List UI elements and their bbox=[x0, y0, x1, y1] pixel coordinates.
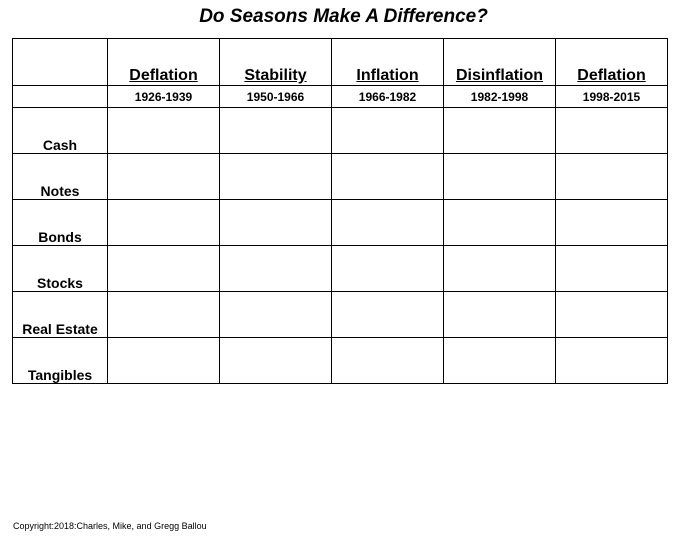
table-row-real-estate: Real Estate bbox=[12, 291, 668, 338]
table-cell bbox=[331, 107, 444, 154]
table-cell bbox=[555, 337, 668, 384]
table-cell bbox=[219, 291, 332, 338]
table-cell bbox=[555, 291, 668, 338]
table-cell bbox=[555, 153, 668, 200]
table-cell bbox=[331, 153, 444, 200]
period-name-header: Stability bbox=[219, 38, 332, 86]
period-name-header: Deflation bbox=[555, 38, 668, 86]
table-cell bbox=[219, 107, 332, 154]
table-cell bbox=[443, 107, 556, 154]
corner-cell bbox=[12, 38, 108, 86]
table-cell bbox=[555, 199, 668, 246]
period-years-header: 1966-1982 bbox=[331, 85, 444, 108]
table-cell bbox=[107, 337, 220, 384]
table-cell bbox=[443, 291, 556, 338]
table-cell bbox=[219, 199, 332, 246]
table-cell bbox=[331, 245, 444, 292]
asset-label: Cash bbox=[12, 107, 108, 154]
table-cell bbox=[555, 245, 668, 292]
table-cell bbox=[331, 337, 444, 384]
asset-label: Real Estate bbox=[12, 291, 108, 338]
table-cell bbox=[219, 245, 332, 292]
table-cell bbox=[107, 107, 220, 154]
period-name-header: Disinflation bbox=[443, 38, 556, 86]
asset-label: Stocks bbox=[12, 245, 108, 292]
corner-cell bbox=[12, 85, 108, 108]
period-years-header: 1926-1939 bbox=[107, 85, 220, 108]
table-cell bbox=[107, 199, 220, 246]
table-row-tangibles: Tangibles bbox=[12, 337, 668, 384]
table-cell bbox=[443, 199, 556, 246]
table-row-notes: Notes bbox=[12, 153, 668, 200]
table-cell bbox=[443, 245, 556, 292]
table-cell bbox=[219, 153, 332, 200]
table-cell bbox=[555, 107, 668, 154]
asset-label: Tangibles bbox=[12, 337, 108, 384]
table-cell bbox=[443, 153, 556, 200]
period-name-header: Inflation bbox=[331, 38, 444, 86]
table-cell bbox=[331, 199, 444, 246]
copyright-notice: Copyright:2018:Charles, Mike, and Gregg … bbox=[13, 521, 207, 531]
table-row-bonds: Bonds bbox=[12, 199, 668, 246]
period-years-header: 1982-1998 bbox=[443, 85, 556, 108]
table-row-cash: Cash bbox=[12, 107, 668, 154]
asset-label: Notes bbox=[12, 153, 108, 200]
period-years-header: 1950-1966 bbox=[219, 85, 332, 108]
table-header-row: Deflation Stability Inflation Disinflati… bbox=[12, 38, 668, 86]
asset-label: Bonds bbox=[12, 199, 108, 246]
seasons-table: Deflation Stability Inflation Disinflati… bbox=[12, 38, 668, 384]
table-cell bbox=[443, 337, 556, 384]
table-cell bbox=[219, 337, 332, 384]
table-years-row: 1926-1939 1950-1966 1966-1982 1982-1998 … bbox=[12, 85, 668, 108]
table-row-stocks: Stocks bbox=[12, 245, 668, 292]
table-cell bbox=[107, 153, 220, 200]
table-cell bbox=[107, 291, 220, 338]
table-cell bbox=[107, 245, 220, 292]
table-cell bbox=[331, 291, 444, 338]
period-years-header: 1998-2015 bbox=[555, 85, 668, 108]
period-name-header: Deflation bbox=[107, 38, 220, 86]
page-title: Do Seasons Make A Difference? bbox=[199, 6, 488, 27]
